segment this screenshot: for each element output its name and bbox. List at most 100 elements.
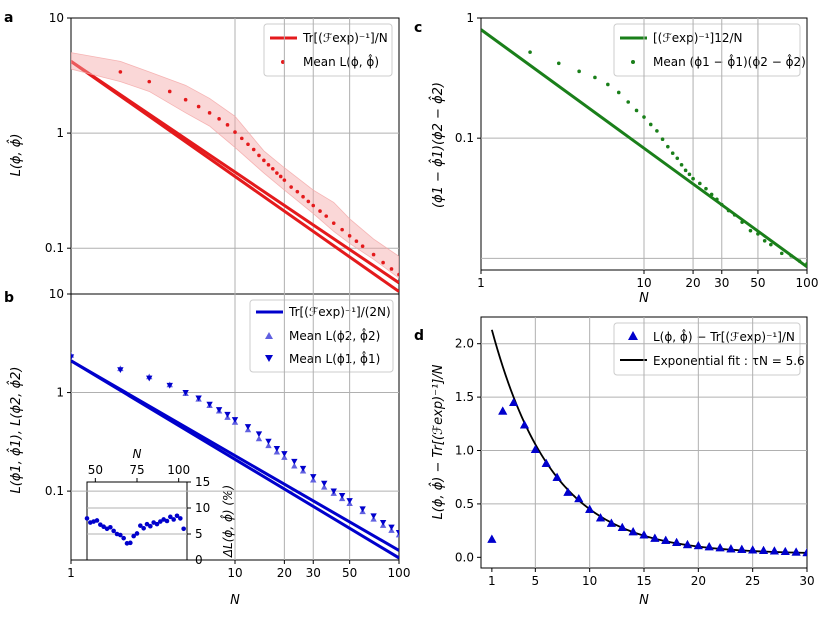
panel-b-marks bbox=[71, 351, 399, 560]
panel-d-series-0-point-top-16 bbox=[661, 535, 671, 544]
panel-b-series-3-point-18 bbox=[321, 480, 328, 487]
panel-d-series-0-point-top-18 bbox=[682, 540, 692, 549]
panel-a-series-2-point-33 bbox=[389, 267, 394, 271]
panel-c-legend-entry-0: [(ℱexp)⁻¹]12/N bbox=[653, 31, 742, 45]
panel-b-series-3-point-20 bbox=[338, 493, 346, 499]
panel-a-series-2-point-32 bbox=[381, 260, 385, 265]
panel-c-series-1-point-13 bbox=[670, 151, 675, 155]
panel-c-series-1-point-9 bbox=[648, 122, 653, 127]
panel-b-legend-entry-2: Mean L(ϕ1, ϕ̂1) bbox=[289, 350, 380, 366]
inset-xtick-label-1: 75 bbox=[129, 463, 144, 477]
panel-b-series-3-point-17 bbox=[310, 474, 317, 480]
inset-xtick-label-0: 50 bbox=[88, 463, 103, 477]
panel-c-series-1-point-20 bbox=[704, 186, 708, 191]
panel-a-series-2-point-27 bbox=[340, 227, 344, 232]
panel-d-xtick-label-3: 15 bbox=[636, 574, 651, 588]
panel-a-series-2-point-13 bbox=[262, 158, 266, 163]
panel-c-ytick-label-1: 1 bbox=[466, 11, 474, 25]
panel-d-series-0-point-top-23 bbox=[737, 544, 747, 553]
panel-a-series-2-point-24 bbox=[318, 209, 322, 213]
panel-b-series-2-point-12 bbox=[265, 442, 272, 449]
panel-d-xtick-label-1: 5 bbox=[532, 574, 540, 588]
inset-ytick-label-3: 15 bbox=[195, 475, 210, 489]
panel-b-ytick-label-0: 0.1 bbox=[45, 484, 64, 498]
panel-b-legend-entry-1: Mean L(ϕ2, ϕ̂2) bbox=[289, 327, 380, 343]
panel-c-series-1-point-24 bbox=[726, 208, 731, 213]
panel-a-series-2-point-14 bbox=[266, 163, 271, 167]
panel-b-series-3-point-15 bbox=[291, 458, 298, 465]
panel-b-legend-triangle-down-swatch bbox=[265, 355, 273, 362]
panel-a-series-2-point-30 bbox=[360, 244, 365, 249]
panel-b-series-2-point-14 bbox=[281, 454, 288, 460]
panel-b-series-3-point-8 bbox=[224, 411, 231, 418]
panel-b-series-3-point-21 bbox=[346, 498, 353, 504]
panel-b-series-3-point-25 bbox=[388, 524, 395, 531]
panel-c-series-1-point-21 bbox=[709, 192, 714, 197]
panel-b-series-3-point-5 bbox=[195, 395, 202, 402]
panel-c-series-1-point-1 bbox=[556, 61, 561, 66]
panel-d-legend-entry-1: Exponential fit : τN = 5.6 bbox=[653, 354, 805, 368]
panel-d-ylabel: L(ϕ, ϕ̂) − Tr[(ℱexp)⁻¹]/N bbox=[429, 364, 446, 519]
panel-d-ytick-label-1: 0.5 bbox=[455, 497, 474, 511]
panel-d-series-0-point-top-12 bbox=[617, 522, 627, 532]
panel-b-legend-entry-0: Tr[(ℱexp)⁻¹]/(2N) bbox=[288, 305, 391, 319]
panel-b-series-3-point-3 bbox=[166, 382, 173, 389]
panel-c-ytick-label-0: 0.1 bbox=[455, 131, 474, 145]
inset-point-22 bbox=[158, 519, 163, 524]
panel-b-ytick-label-1: 1 bbox=[56, 386, 64, 400]
panel-d-xtick-label-5: 25 bbox=[745, 574, 760, 588]
panel-a-series-2-point-17 bbox=[278, 174, 283, 179]
inset-ytick-label-1: 5 bbox=[195, 527, 203, 541]
inset-point-0 bbox=[84, 516, 90, 521]
panel-c-xtick-label-2: 20 bbox=[685, 276, 700, 290]
panel-d-legend: L(ϕ, ϕ̂) − Tr[(ℱexp)⁻¹]/N Exponential fi… bbox=[613, 322, 805, 376]
panel-d-series-0-point-top-26 bbox=[769, 546, 779, 555]
panel-b-series-3-point-7 bbox=[215, 407, 223, 413]
panel-d-ytick-label-2: 1.0 bbox=[455, 444, 474, 458]
panel-b-series-1-line bbox=[71, 359, 399, 552]
panel-a-series-2-point-21 bbox=[301, 194, 305, 199]
panel-c-series-1-point-17 bbox=[687, 172, 692, 177]
panel-a-series-2-point-19 bbox=[289, 185, 293, 189]
panel-b-xtick-label-3: 30 bbox=[306, 566, 321, 580]
panel-a-series-2-point-26 bbox=[331, 221, 336, 225]
panel-c-marks bbox=[481, 28, 807, 269]
panel-label-c: c bbox=[414, 20, 422, 36]
panel-c-series-1-point-34 bbox=[805, 262, 807, 266]
panel-a-series-2-point-22 bbox=[306, 199, 311, 204]
panel-b-series-3-point-9 bbox=[231, 417, 239, 423]
panel-c-xtick-label-1: 10 bbox=[636, 276, 651, 290]
panel-a-series-2-point-15 bbox=[270, 166, 275, 171]
panel-label-a: a bbox=[4, 10, 13, 26]
data-layer bbox=[71, 28, 807, 560]
panel-c-series-1-point-10 bbox=[655, 129, 659, 133]
panel-b-series-3-point-1 bbox=[117, 367, 124, 374]
panel-d-series-0-point-top-28 bbox=[791, 547, 801, 556]
panel-a-legend-entry-0: Tr[(ℱexp)⁻¹]/N bbox=[302, 31, 388, 45]
inset-ytick-label-2: 10 bbox=[195, 501, 210, 515]
panel-a-series-2-point-31 bbox=[371, 252, 376, 257]
panel-c-series-1-point-33 bbox=[797, 259, 802, 263]
panel-a-series-2-point-8 bbox=[233, 130, 237, 134]
panel-b-series-3-point-4 bbox=[182, 389, 189, 396]
panel-b-series-3-point-16 bbox=[299, 465, 307, 472]
panel-b-series-3-point-14 bbox=[281, 451, 288, 457]
panel-b-xtick-label-1: 10 bbox=[227, 566, 242, 580]
panel-c-series-1-point-27 bbox=[748, 228, 753, 233]
panel-a-series-2-point-5 bbox=[207, 111, 212, 115]
panel-d-legend-entry-0: L(ϕ, ϕ̂) − Tr[(ℱexp)⁻¹]/N bbox=[653, 328, 795, 344]
panel-b-series-3-point-19 bbox=[330, 488, 337, 495]
panel-d-series-0-point-top-7 bbox=[563, 487, 573, 496]
panel-b-series-3-point-24 bbox=[379, 519, 387, 526]
inset-point-10 bbox=[118, 532, 123, 538]
panel-d-series-0-point-top-10 bbox=[596, 513, 606, 522]
inset-point-27 bbox=[174, 513, 180, 519]
panel-b-series-2-point-11 bbox=[255, 435, 263, 442]
panel-d-series-0-point-top-1 bbox=[498, 406, 508, 415]
panel-b-xtick-label-2: 20 bbox=[277, 566, 292, 580]
panel-a-legend: Tr[(ℱexp)⁻¹]/N Mean L(ϕ, ϕ̂) bbox=[263, 23, 393, 77]
panel-b-series-3-point-13 bbox=[273, 446, 281, 452]
panel-b-series-3-point-6 bbox=[206, 401, 213, 408]
